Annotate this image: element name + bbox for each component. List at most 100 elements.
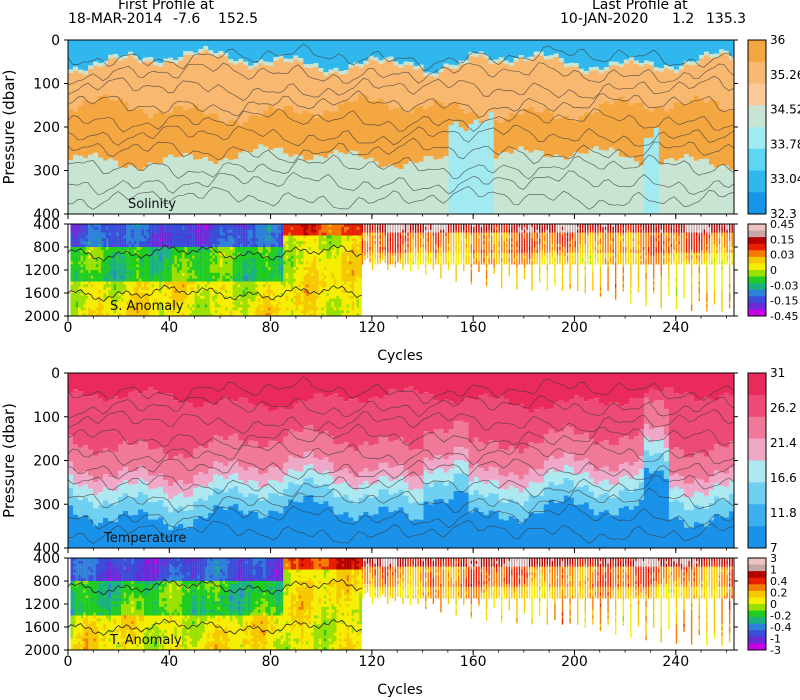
temperature_anomaly-ytick-label: 2000 [24,643,60,659]
salinity-panel: Solinity 0 100 200 300 400 Pressure (dbar) 36 35… [0,33,800,223]
temperature_anomaly-field [68,558,733,650]
salinity-ytick-label: 300 [33,164,60,180]
temperature-ytick-label: 200 [33,454,60,470]
temperature-colorbar-swatch [748,394,766,418]
temperature_anomaly-colorbar: 310.40.20-0.2-0.4-1-3 [747,552,791,657]
salinity-colorbar-swatch [748,148,766,171]
temperature_anomaly-colorbar-swatch [748,564,766,572]
temperature_anomaly-colorbar-swatch [748,630,766,638]
salinity-ytick-label: 200 [33,120,60,136]
salinity-colorbar-label: 33.04 [770,172,800,186]
temperature_anomaly-ytick-label: 400 [33,551,60,567]
salinity_anomaly-colorbar-label: 0.15 [770,233,795,246]
salinity_anomaly-colorbar-label: 0.45 [770,218,795,231]
last-profile-date: 10-JAN-2020 [560,11,649,27]
last-profile-lat: 1.2 [672,11,695,27]
salinity_anomaly-colorbar-swatch [748,263,766,271]
salinity-ylabel: Pressure (dbar) [0,70,18,185]
salinity_anomaly-xtick-label: 240 [662,320,689,336]
temperature-label: Temperature [103,531,186,546]
salinity-colorbar-label: 34.52 [770,103,800,117]
salinity_anomaly-xtick-label: 0 [64,320,73,336]
temperature_anomaly-colorbar-swatch [748,577,766,585]
salinity_anomaly-ytick-label: 1600 [24,286,60,302]
first-profile-lon: 152.5 [218,11,259,27]
temperature-colorbar-swatch [748,460,766,483]
salinity-colorbar-swatch [748,170,766,193]
salinity_anomaly-field [68,224,733,316]
temperature_anomaly-label: T. Anomaly [109,633,182,648]
temperature-ytick-label: 0 [51,366,60,382]
salinity-colorbar-swatch [748,192,766,215]
temperature-colorbar-label: 26.2 [770,401,797,415]
temperature-panel: Temperature 0 100 200 300 400 Pressure (dbar) 3… [0,366,797,557]
temperature-ytick-label: 400 [33,541,60,557]
salinity-ytick-label: 400 [33,207,60,223]
temperature_anomaly-colorbar-swatch [748,604,766,611]
temperature_anomaly-colorbar-label: 0.4 [770,575,788,588]
temperature_anomaly-colorbar-label: 1 [770,564,777,577]
salinity_anomaly-colorbar-swatch [748,302,766,310]
temperature_anomaly-colorbar-label: 0 [770,598,777,611]
temperature_anomaly-colorbar-label: -0.4 [770,621,791,634]
temperature_anomaly-xlabel: Cycles [377,682,423,698]
temperature-colorbar-swatch [748,438,766,461]
salinity-colorbar-label: 35.26 [770,68,800,82]
salinity-colorbar-swatch [748,105,766,128]
temperature-colorbar-label: 16.6 [770,471,797,485]
last-profile-title: Last Profile at [592,0,688,13]
salinity_anomaly-xtick-label: 120 [359,320,386,336]
last-profile-lon: 135.3 [706,11,747,27]
salinity_anomaly-colorbar-swatch [748,270,766,277]
temperature-colorbar-swatch [748,373,766,396]
temperature-colorbar-label: 11.8 [770,506,797,520]
salinity_anomaly-colorbar-swatch [748,289,766,297]
salinity_anomaly-ytick-label: 800 [33,240,60,256]
temperature_anomaly-xtick-label: 160 [460,654,487,670]
salinity_anomaly-colorbar-swatch [748,276,766,284]
salinity_anomaly-colorbar-label: 0.03 [770,249,795,262]
temperature-colorbar-swatch [748,526,766,549]
temperature_anomaly-colorbar-swatch [748,636,766,644]
salinity-colorbar-label: 33.78 [770,137,800,151]
salinity-colorbar: 36 35.26 34.52 33.78 33.04 32.3 [747,33,800,221]
first-profile-date: 18-MAR-2014 [68,11,163,27]
salinity_anomaly-colorbar: 0.45 0.15 0.03 0 -0.03 -0.15 -0.45 [747,218,798,323]
temperature-colorbar-swatch [748,504,766,527]
salinity-colorbar-swatch [748,83,766,106]
salinity_anomaly-colorbar-label: -0.03 [770,279,798,292]
salinity_anomaly-xlabel: Cycles [377,348,423,364]
salinity_anomaly-colorbar-label: -0.45 [770,310,798,323]
temperature-colorbar-label: 21.4 [770,436,797,450]
salinity_anomaly-colorbar-swatch [748,283,766,291]
salinity_anomaly-label: S. Anomaly [110,299,184,314]
salinity-colorbar-swatch [748,40,766,63]
salinity_anomaly-xtick-label: 160 [460,320,487,336]
temperature_anomaly-colorbar-swatch [748,558,766,565]
salinity_anomaly-ytick-label: 2000 [24,309,60,325]
first-profile-title: First Profile at [118,0,214,13]
salinity_anomaly-ytick-label: 1200 [24,263,60,279]
temperature-colorbar-swatch [748,416,766,440]
salinity-ytick-label: 0 [51,33,60,49]
salinity_anomaly-colorbar-swatch [748,243,766,251]
temperature_anomaly-colorbar-label: 0.2 [770,587,788,600]
temperature_anomaly-xtick-label: 0 [64,654,73,670]
salinity_anomaly-colorbar-label: 0 [770,264,777,277]
temperature_anomaly-ytick-label: 800 [33,574,60,590]
salinity-colorbar-swatch [748,127,766,150]
temperature_anomaly-colorbar-label: 3 [770,552,777,565]
temperature-ylabel: Pressure (dbar) [0,403,18,518]
temperature_anomaly-colorbar-swatch [748,597,766,605]
temperature_anomaly-xtick-label: 40 [160,654,178,670]
temperature_anomaly-ytick-label: 1600 [24,620,60,636]
salinity_anomaly-colorbar-swatch [748,309,766,317]
salinity_anomaly-colorbar-swatch [748,230,766,238]
salinity_anomaly-colorbar-swatch [748,296,766,304]
salinity_anomaly-colorbar-label: -0.15 [770,295,798,308]
temperature_anomaly-xtick-label: 80 [262,654,280,670]
salinity_anomaly-colorbar-swatch [748,250,766,258]
